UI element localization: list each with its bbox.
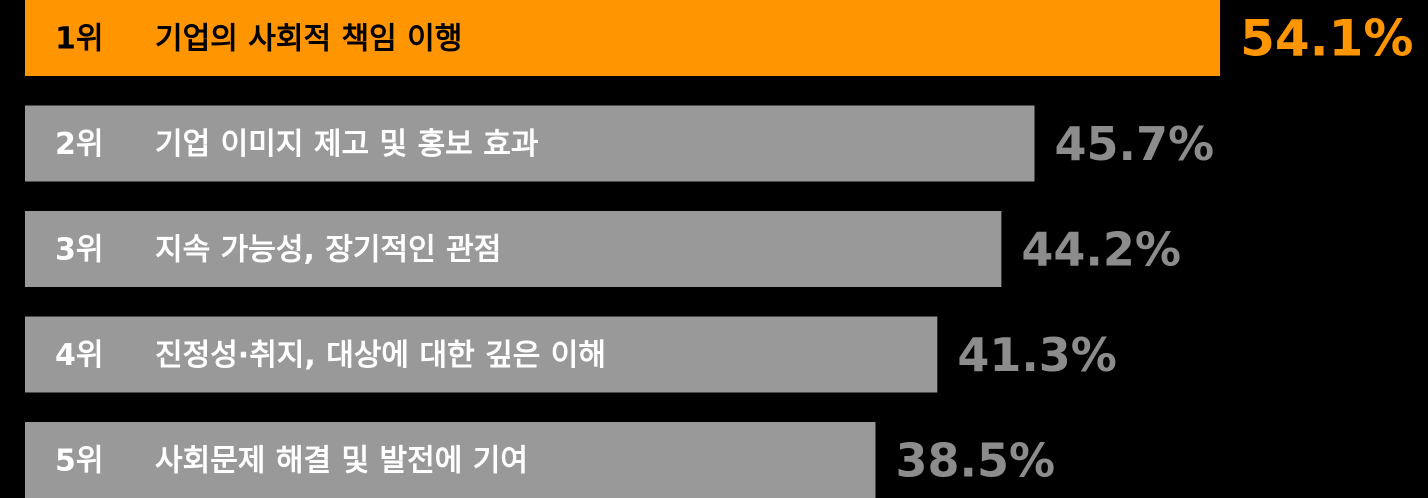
bar: [25, 105, 1035, 182]
value-label: 45.7%: [1055, 117, 1215, 171]
category-label: 진정성·취지, 대상에 대한 깊은 이해: [155, 338, 606, 373]
rank-label: 3위: [55, 233, 103, 268]
bar: [25, 211, 1002, 287]
value-label: 44.2%: [1021, 223, 1181, 277]
category-label: 사회문제 해결 및 발전에 기여: [155, 444, 528, 479]
value-label: 41.3%: [957, 328, 1117, 382]
category-label: 지속 가능성, 장기적인 관점: [155, 233, 501, 268]
rank-label: 5위: [55, 444, 103, 479]
bar: [25, 0, 1221, 76]
rank-label: 2위: [55, 127, 103, 162]
rank-label: 4위: [55, 338, 103, 373]
category-label: 기업의 사회적 책임 이행: [155, 22, 462, 57]
category-label: 기업 이미지 제고 및 홍보 효과: [155, 127, 539, 162]
rank-label: 1위: [55, 22, 103, 57]
bar: [25, 316, 938, 393]
value-label: 38.5%: [895, 434, 1055, 488]
value-label: 54.1%: [1240, 10, 1413, 68]
bar: [25, 422, 876, 498]
